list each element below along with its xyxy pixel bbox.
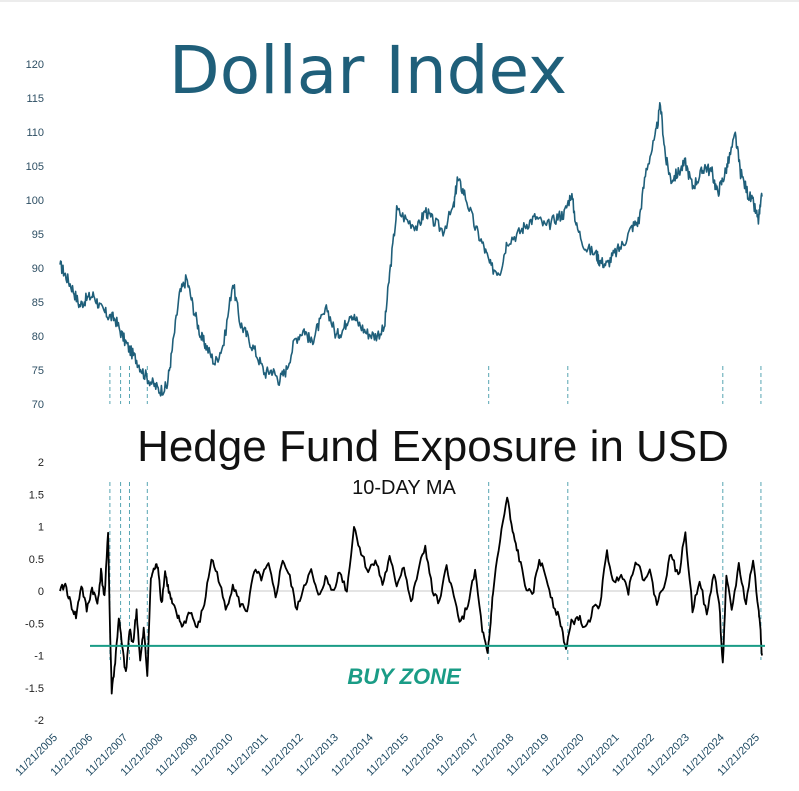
- dollar-y-tick-label: 115: [26, 93, 44, 105]
- dollar-y-axis: 70 75 80 85 90 95 100 105 110 115 120: [26, 59, 44, 411]
- dollar-y-tick-label: 105: [26, 161, 44, 173]
- dollar-y-tick-label: 95: [32, 229, 44, 241]
- exposure-y-tick-label: -2: [34, 715, 44, 727]
- exposure-y-tick-label: 1: [38, 522, 44, 534]
- exposure-y-tick-label: 0: [38, 586, 44, 598]
- exposure-y-tick-label: 1.5: [29, 489, 44, 501]
- dollar-y-tick-label: 70: [32, 399, 44, 411]
- dollar-y-tick-label: 100: [26, 195, 44, 207]
- exposure-y-tick-label: 2: [38, 457, 44, 469]
- hedge-fund-subtitle: 10-DAY MA: [352, 477, 456, 499]
- exposure-y-axis: -2 -1.5 -1 -0.5 0 0.5 1 1.5 2: [25, 457, 44, 727]
- dollar-index-title: Dollar Index: [169, 32, 567, 109]
- dollar-y-tick-label: 85: [32, 297, 44, 309]
- exposure-y-tick-label: -0.5: [25, 618, 44, 630]
- hedge-fund-title: Hedge Fund Exposure in USD: [137, 422, 729, 471]
- dollar-y-tick-label: 75: [32, 365, 44, 377]
- dollar-y-tick-label: 110: [26, 127, 44, 139]
- exposure-y-tick-label: -1: [34, 651, 44, 663]
- buy-zone-label: BUY ZONE: [347, 664, 462, 689]
- exposure-y-tick-label: -1.5: [25, 683, 44, 695]
- dollar-y-tick-label: 90: [32, 263, 44, 275]
- dollar-index-line: [59, 102, 763, 397]
- dollar-y-tick-label: 120: [26, 59, 44, 71]
- dollar-y-tick-label: 80: [32, 331, 44, 343]
- date-x-axis: 11/21/200511/21/200611/21/200711/21/2008…: [13, 732, 762, 779]
- event-marker-lines: [109, 366, 762, 660]
- exposure-y-tick-label: 0.5: [29, 554, 44, 566]
